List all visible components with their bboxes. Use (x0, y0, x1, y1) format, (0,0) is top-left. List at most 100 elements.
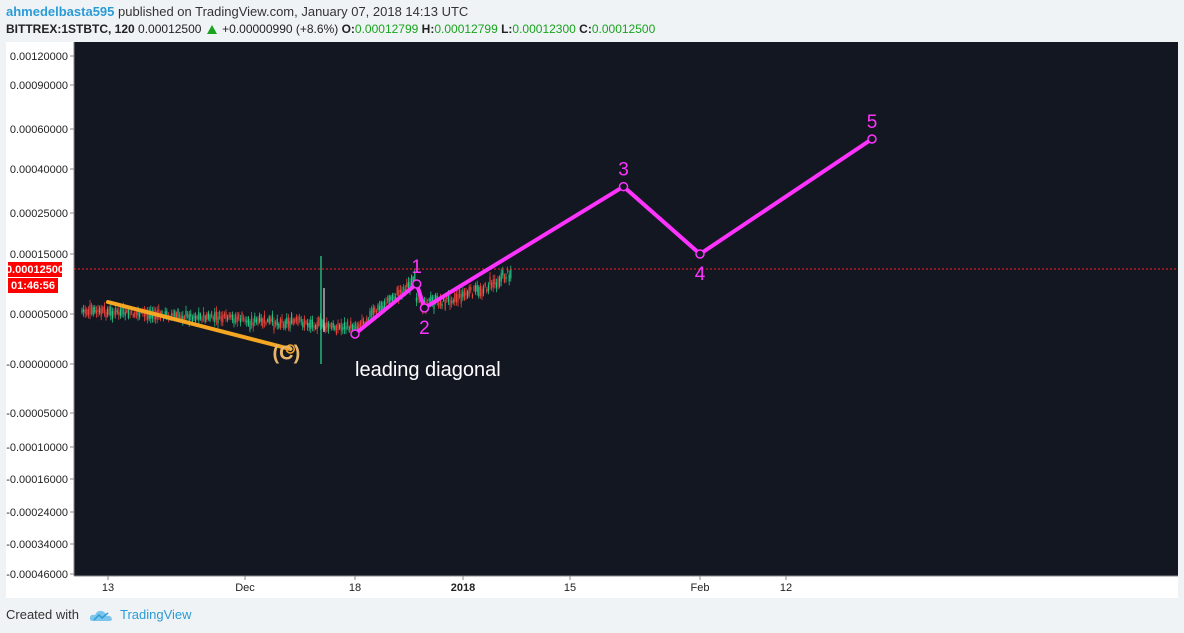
candle-body (129, 311, 131, 316)
candle-body (89, 304, 91, 315)
candle-body (212, 316, 214, 320)
chart-svg[interactable]: 0.00120000 0.00090000 0.00060000 0.00040000… (6, 42, 1178, 598)
candle-body (348, 327, 350, 332)
created-with-text: Created with (6, 607, 79, 622)
low-label: L: (501, 22, 513, 36)
wave-label: 1 (411, 257, 422, 278)
candle-body (135, 312, 137, 315)
candle-body (377, 304, 379, 311)
candle-body (369, 310, 371, 318)
x-tick-label: 15 (564, 582, 576, 594)
candle-body (81, 309, 83, 313)
candle-body (102, 307, 104, 313)
candle-body (334, 326, 336, 330)
candle-body (329, 324, 331, 328)
candle-body (291, 313, 293, 324)
candle-body (235, 314, 237, 323)
candle-body (124, 312, 126, 317)
candle-body (409, 282, 411, 291)
candle-body (243, 317, 245, 320)
symbol-name: BITTREX:1STBTC, 120 (6, 22, 135, 36)
trendline-end-marker (285, 344, 296, 354)
candle-body (220, 316, 222, 321)
candle-body (449, 299, 451, 306)
y-tick-label: -0.00016000 (6, 474, 68, 486)
candle-body (379, 305, 381, 311)
candle-body (263, 315, 265, 324)
candle-body (115, 307, 117, 315)
price-candles (81, 265, 512, 337)
candle-body (332, 322, 334, 328)
candle-body (447, 293, 449, 302)
close-label: C: (579, 22, 592, 36)
author-link[interactable]: ahmedelbasta595 (6, 4, 115, 19)
candle-body (99, 307, 101, 314)
chart-area[interactable]: 0.00120000 0.00090000 0.00060000 0.00040000… (6, 42, 1178, 598)
candle-body (222, 314, 224, 323)
high-label: H: (421, 22, 435, 36)
candle-body (462, 291, 464, 297)
candle-body (139, 313, 141, 318)
candle-body (471, 294, 473, 298)
x-axis-panel (6, 576, 1178, 598)
candle-body (489, 276, 491, 286)
candle-body (398, 289, 400, 300)
candle-body (281, 318, 283, 324)
candle-body (287, 318, 289, 327)
candle-body (382, 306, 384, 309)
y-tick-label: -0.00046000 (6, 569, 68, 581)
candle-body (252, 322, 254, 328)
candle-body (289, 320, 291, 329)
candle-body (201, 317, 203, 322)
candle-body (286, 317, 288, 324)
countdown-label: 01:46:56 (11, 280, 55, 292)
candle-body (276, 318, 278, 326)
candle-body (236, 316, 238, 323)
candle-body (171, 312, 173, 318)
candle-body (337, 323, 339, 330)
candle-body (406, 283, 408, 288)
candle-body (214, 312, 216, 323)
candle-body (227, 317, 229, 320)
candle-body (199, 313, 201, 320)
candle-body (105, 312, 107, 318)
candle-body (395, 296, 397, 300)
candle-body (207, 312, 209, 320)
candle-body (459, 288, 461, 298)
candle-body (215, 311, 217, 321)
x-tick-label: Dec (235, 582, 255, 594)
candle-body (340, 322, 342, 332)
candle-body (396, 287, 398, 295)
candle-body (361, 319, 363, 325)
publish-info: ahmedelbasta595 published on TradingView… (6, 4, 468, 19)
wave-point-marker (695, 249, 705, 259)
candle-body (324, 326, 326, 330)
y-tick-label: -0.00005000 (6, 408, 68, 420)
candle-body (339, 324, 341, 329)
candle-body (430, 295, 432, 304)
candle-body (196, 316, 198, 319)
candle-body (465, 292, 467, 296)
plot-background (74, 42, 1178, 576)
candle-body (230, 314, 232, 318)
tradingview-link[interactable]: TradingView (120, 607, 192, 622)
candle-body (211, 311, 213, 318)
y-tick-label: -0.00010000 (6, 442, 68, 454)
leading-diagonal-annotation: leading diagonal (355, 359, 501, 381)
candle-body (145, 312, 147, 316)
candle-body (143, 310, 145, 317)
candle-body (239, 318, 241, 323)
candle-body (260, 317, 262, 322)
low-value: 0.00012300 (512, 22, 576, 36)
candle-body (278, 323, 280, 328)
candle-body (460, 293, 462, 304)
candle-body (414, 271, 416, 281)
candle-body (335, 325, 337, 335)
candle-body (84, 309, 86, 314)
x-tick-label: 13 (102, 582, 114, 594)
candle-body (500, 273, 502, 282)
candle-body (305, 321, 307, 324)
candle-body (486, 288, 488, 292)
candle-body (390, 296, 392, 301)
candle-body (111, 311, 113, 320)
